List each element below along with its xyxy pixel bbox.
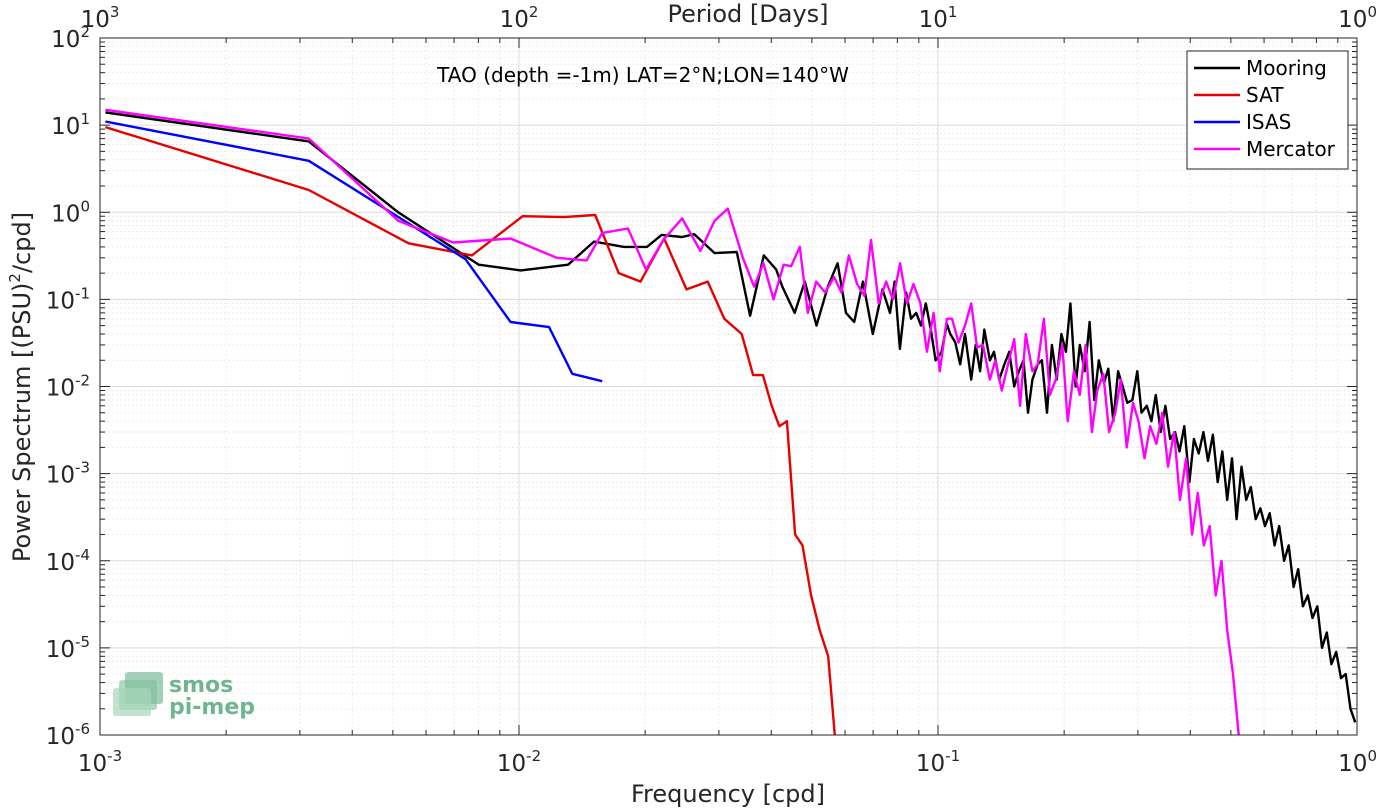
top-tick-label-base: 10: [1338, 7, 1367, 33]
y-tick-label-exp: -3: [75, 459, 90, 477]
y-tick-label-exp: 0: [80, 197, 90, 215]
series-line-isas: [105, 120, 603, 383]
y-tick-label-exp: 2: [80, 23, 90, 41]
x-tick-label-exp: 0: [1367, 747, 1377, 765]
y-tick-label-exp: -6: [75, 720, 90, 738]
logo-text-pi-mep: pi-mep: [169, 695, 255, 720]
x-axis-label: Frequency [cpd]: [631, 780, 825, 808]
y-axis-label-sup: 2: [6, 273, 24, 283]
grid: [99, 38, 1357, 736]
y-tick-label: 10-6: [46, 720, 90, 750]
y-tick-label-base: 10: [51, 114, 80, 140]
y-tick-label-exp: -4: [75, 546, 90, 564]
y-tick-label: 100: [51, 197, 90, 227]
y-tick-label: 101: [51, 110, 90, 140]
legend-label-mercator: Mercator: [1246, 137, 1336, 161]
x-tick-label-base: 10: [497, 751, 526, 777]
x-tick-label: 10-1: [916, 747, 960, 777]
legend-label-isas: ISAS: [1246, 110, 1291, 134]
y-tick-label-base: 10: [46, 637, 75, 663]
y-tick-label: 10-4: [46, 546, 90, 576]
x-tick-label-base: 10: [1338, 751, 1367, 777]
x-tick-label: 10-2: [497, 747, 541, 777]
top-tick-label-exp: 2: [529, 3, 539, 21]
y-tick-label-exp: -5: [75, 633, 90, 651]
x-tick-label: 10-3: [78, 747, 122, 777]
y-axis-label-tail: /cpd]: [8, 212, 36, 273]
legend-label-sat: SAT: [1246, 83, 1284, 107]
legend-label-mooring: Mooring: [1246, 56, 1327, 80]
x-tick-label: 100: [1338, 747, 1377, 777]
top-tick-label-exp: 3: [110, 3, 120, 21]
y-tick-label: 102: [51, 23, 90, 53]
top-tick-label: 103: [81, 3, 120, 33]
logo-text-smos: smos: [169, 673, 233, 698]
series-line-sat: [105, 125, 836, 735]
x-tick-label-base: 10: [78, 751, 107, 777]
y-tick-label-base: 10: [46, 288, 75, 314]
x-tick-label-exp: -1: [945, 747, 960, 765]
series-layer: [105, 108, 1357, 735]
legend: Mooring SAT ISAS Mercator: [1186, 50, 1349, 170]
y-tick-label-exp: -2: [75, 372, 90, 390]
y-tick-label-exp: 1: [80, 110, 90, 128]
top-tick-label-base: 10: [919, 7, 948, 33]
y-tick-label-exp: -1: [75, 284, 90, 302]
top-tick-label-base: 10: [500, 7, 529, 33]
y-axis-label-main: Power Spectrum [(PSU): [8, 283, 36, 562]
y-tick-label: 10-3: [46, 459, 90, 489]
top-tick-label: 100: [1338, 3, 1377, 33]
chart-title: TAO (depth =-1m) LAT=2°N;LON=140°W: [436, 63, 849, 87]
top-axis-label: Period [Days]: [667, 0, 828, 28]
logo-wave-front: [113, 688, 151, 716]
y-tick-label: 10-1: [46, 284, 90, 314]
smos-pi-mep-logo: smos pi-mep: [113, 672, 255, 720]
y-tick-label-base: 10: [46, 463, 75, 489]
top-tick-label-base: 10: [81, 7, 110, 33]
top-tick-label-exp: 0: [1367, 3, 1377, 21]
series-line-mercator: [105, 108, 1240, 735]
y-tick-label-base: 10: [46, 724, 75, 750]
x-tick-label-exp: -3: [107, 747, 122, 765]
y-tick-label: 10-2: [46, 372, 90, 402]
x-tick-label-exp: -2: [526, 747, 541, 765]
y-tick-label-base: 10: [46, 550, 75, 576]
x-tick-label-base: 10: [916, 751, 945, 777]
y-tick-label: 10-5: [46, 633, 90, 663]
y-tick-label-base: 10: [46, 376, 75, 402]
y-tick-label-base: 10: [51, 27, 80, 53]
top-tick-label: 101: [919, 3, 958, 33]
y-tick-label-base: 10: [51, 201, 80, 227]
top-tick-label-exp: 1: [948, 3, 958, 21]
top-tick-label: 102: [500, 3, 539, 33]
y-axis-label: Power Spectrum [(PSU)2/cpd]: [6, 212, 36, 562]
